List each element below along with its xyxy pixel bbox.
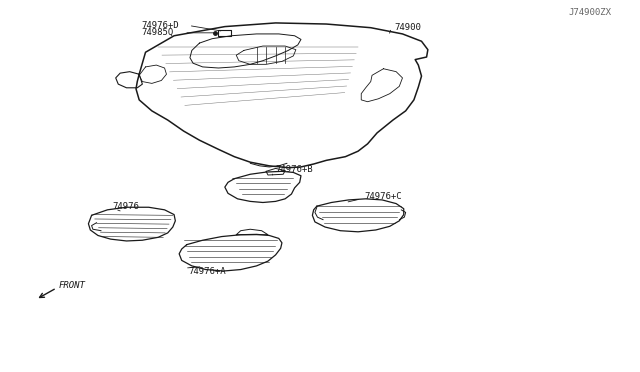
- Text: 74976+A: 74976+A: [188, 266, 226, 276]
- Text: 74976+D: 74976+D: [141, 21, 179, 30]
- Text: 74976+C: 74976+C: [364, 192, 402, 202]
- Text: 74976+B: 74976+B: [276, 165, 313, 174]
- Text: 74976: 74976: [112, 202, 139, 211]
- Text: 74985Q: 74985Q: [141, 28, 173, 37]
- Text: 74900: 74900: [395, 23, 422, 32]
- Text: FRONT: FRONT: [59, 281, 86, 290]
- Text: J74900ZX: J74900ZX: [569, 9, 612, 17]
